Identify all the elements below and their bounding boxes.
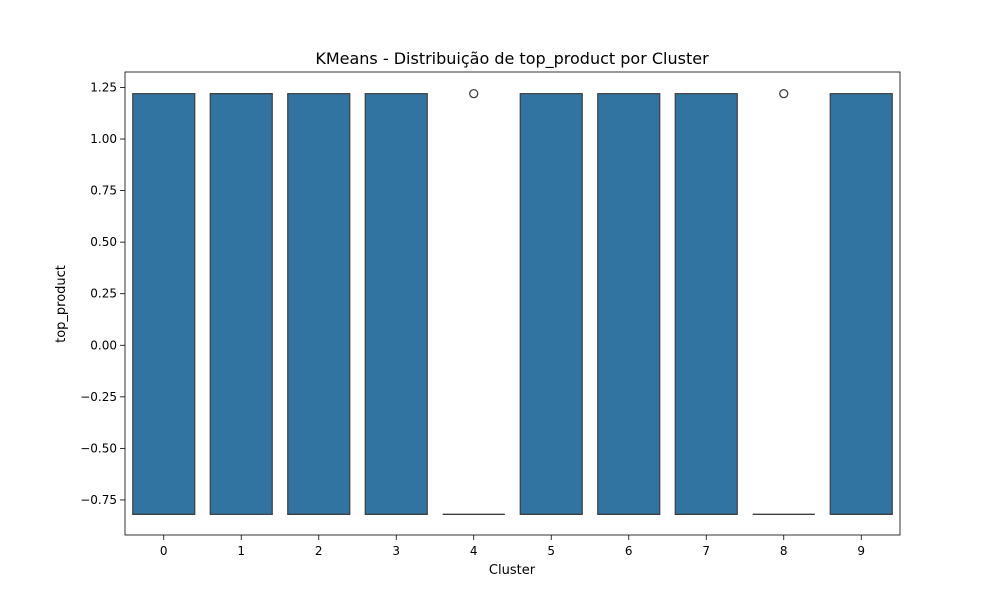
y-tick-label: 0.00	[90, 338, 117, 352]
box-cluster-6	[597, 93, 661, 515]
x-tick-label: 0	[160, 544, 168, 558]
box-cluster-2	[287, 93, 351, 515]
x-tick-label: 8	[780, 544, 788, 558]
y-tick-label: 0.50	[90, 235, 117, 249]
box-cluster-1	[209, 93, 273, 515]
x-tick-label: 2	[315, 544, 323, 558]
box-cluster-4	[442, 89, 505, 515]
outlier-point	[779, 89, 789, 99]
axes-frame	[124, 71, 901, 536]
x-tick-label: 4	[470, 544, 478, 558]
box-body	[597, 93, 661, 515]
x-tick-label: 5	[547, 544, 555, 558]
plot-area	[132, 89, 893, 515]
x-tick-label: 9	[857, 544, 865, 558]
y-tick-label: 0.25	[90, 287, 117, 301]
y-tick-label: 1.25	[90, 80, 117, 94]
x-tick-label: 1	[237, 544, 245, 558]
x-tick-label: 6	[625, 544, 633, 558]
box-cluster-9	[829, 93, 893, 515]
box-body	[287, 93, 351, 515]
y-tick-label: 0.75	[90, 184, 117, 198]
chart-title: KMeans - Distribuição de top_product por…	[315, 49, 709, 69]
box-body	[674, 93, 738, 515]
box-cluster-7	[674, 93, 738, 515]
y-tick-label: −0.50	[80, 441, 117, 455]
box-body	[829, 93, 893, 515]
box-cluster-0	[132, 93, 196, 515]
x-axis: 0 1 2 3 4 5 6 7 8 9	[160, 535, 865, 558]
y-tick-label: −0.25	[80, 390, 117, 404]
box-body	[519, 93, 583, 515]
outlier-point	[469, 89, 479, 99]
x-tick-label: 7	[702, 544, 710, 558]
box-cluster-3	[364, 93, 428, 515]
x-tick-label: 3	[392, 544, 400, 558]
y-tick-label: −0.75	[80, 493, 117, 507]
box-body	[132, 93, 196, 515]
box-body	[364, 93, 428, 515]
box-cluster-8	[752, 89, 815, 515]
box-cluster-5	[519, 93, 583, 515]
y-tick-label: 1.00	[90, 132, 117, 146]
y-axis-label: top_product	[54, 265, 69, 343]
x-axis-label: Cluster	[489, 563, 536, 578]
y-axis: −0.75 −0.50 −0.25 0.00 0.25 0.50 0.75 1.00 1.25	[80, 80, 125, 507]
box-body	[209, 93, 273, 515]
